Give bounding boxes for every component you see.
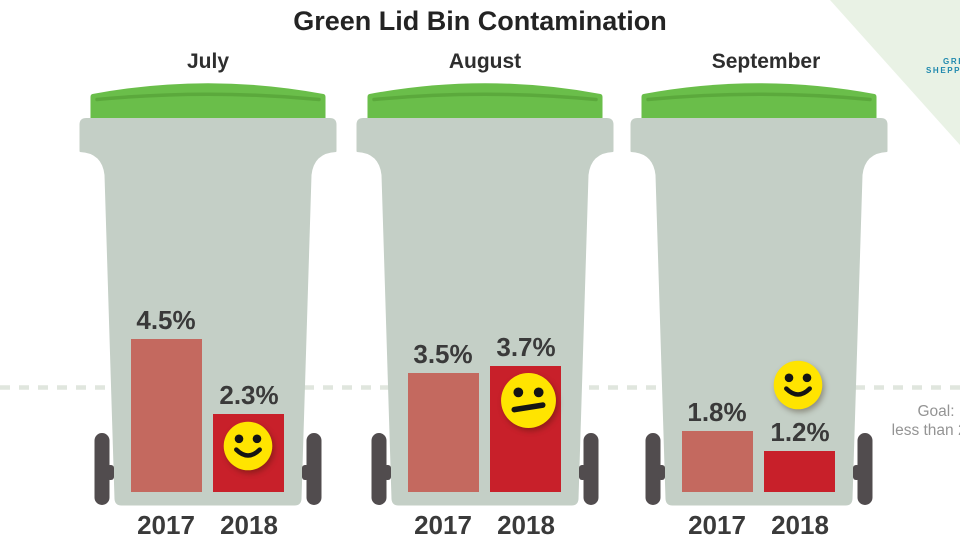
goal-label-line-1: Goal: [917,403,955,420]
wheel-right-axle [579,465,586,480]
wheel-right [583,433,599,505]
wheel-left-axle [384,465,391,480]
wheel-left-axle [107,465,114,480]
value-label-august-2018: 3.7% [496,332,556,362]
green-bin-graphic [79,83,337,506]
page-title: Green Lid Bin Contamination [293,6,667,36]
wheel-right [306,433,322,505]
year-label-2017: 2017 [688,510,746,540]
smiley-face-august [498,370,559,431]
year-label-2017: 2017 [414,510,472,540]
logo-line-2: SHEPPARTON [926,66,960,75]
year-label-2017: 2017 [137,510,195,540]
year-label-2018: 2018 [220,510,278,540]
year-label-2018: 2018 [771,510,829,540]
corner-triangle-shape [830,0,960,145]
wheel-left [371,433,387,505]
wheel-right-axle [853,465,860,480]
year-label-2018: 2018 [497,510,555,540]
bin-lid [641,83,877,118]
value-label-august-2017: 3.5% [413,339,473,369]
value-label-september-2017: 1.8% [687,397,747,427]
month-label: September [711,50,821,73]
bin-body [630,118,888,506]
value-label-july-2017: 4.5% [136,305,196,335]
logo-line-1: GREATER [943,57,960,66]
wheel-right [857,433,873,505]
value-label-july-2018: 2.3% [219,380,279,410]
bar-july-2017 [131,339,202,492]
month-label: August [448,50,522,73]
green-bin-graphic [356,83,614,506]
bar-september-2018 [764,451,835,492]
value-label-september-2018: 1.2% [770,417,830,447]
goal-label-line-2: less than 2% [891,422,960,439]
bin-lid-ridge [95,92,321,102]
wheel-left-axle [658,465,665,480]
bin-group-september: September 1.8% 1.2% 2017 2018 [629,50,889,540]
bar-september-2017 [682,431,753,492]
wheel-left [94,433,110,505]
smiley-face-july [221,419,275,473]
bin-group-august: August 3.5% 3.7% 2017 2018 [355,50,615,540]
bin-lid [367,83,603,118]
bin-lid-ridge [646,92,872,102]
month-label: July [186,50,230,73]
wheel-left [645,433,661,505]
goal-label: Goal: less than 2% [875,402,960,440]
logo-text: GREATER SHEPPARTON [926,57,960,75]
bin-group-july: July 4.5% 2.3% 2017 2018 [78,50,338,540]
bin-body [356,118,614,506]
corner-triangle [830,0,960,145]
bin-lid-ridge [372,92,598,102]
bin-lid [90,83,326,118]
smiley-face-september [771,358,825,412]
bar-august-2017 [408,373,479,492]
green-bin-graphic [630,83,888,506]
wheel-right-axle [302,465,309,480]
